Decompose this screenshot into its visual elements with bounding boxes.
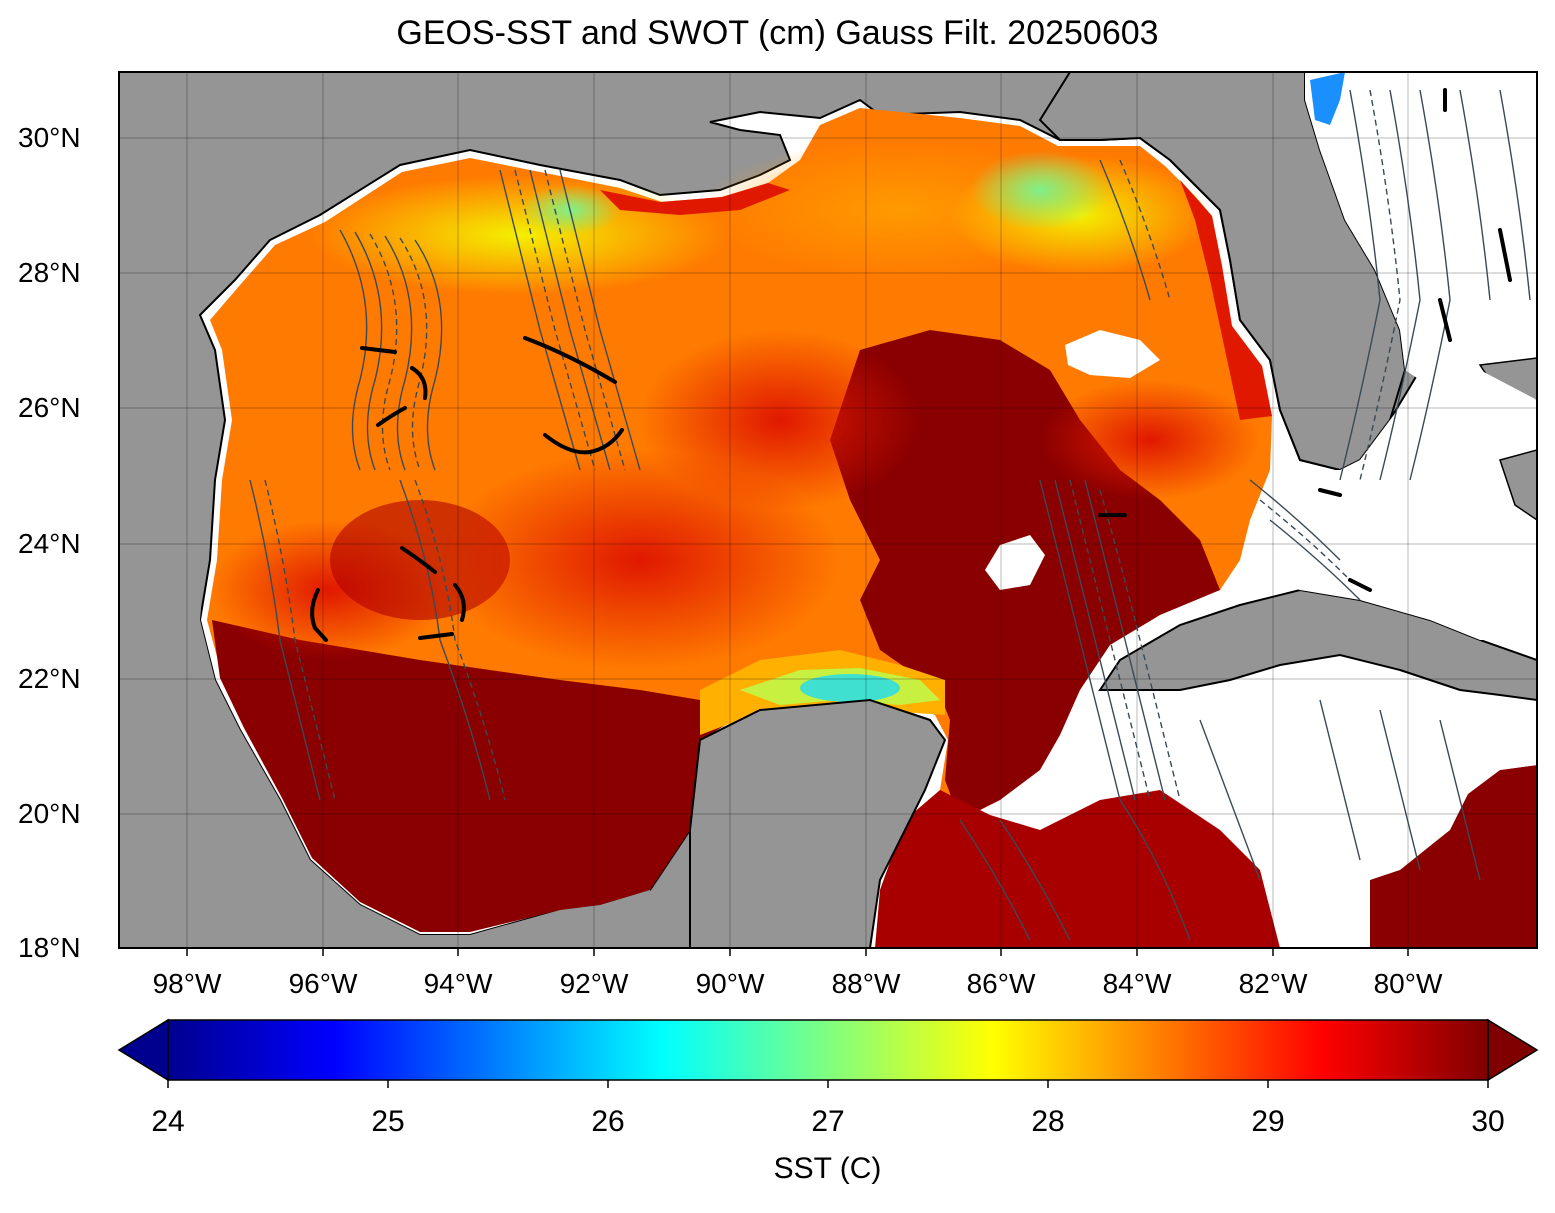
lat-label-26n: 26°N	[18, 392, 81, 423]
caribbean-sst-east	[1370, 765, 1537, 948]
colorbar-tick-label: 30	[1471, 1105, 1505, 1138]
lat-label-18n: 18°N	[18, 932, 81, 963]
caribbean-no-data	[1120, 680, 1537, 948]
campeche-bank-cyan	[800, 674, 900, 702]
colorbar-tick-label: 29	[1251, 1105, 1285, 1138]
coastal-red-north	[600, 183, 790, 215]
lon-label-98w: 98°W	[152, 968, 222, 999]
colorbar-gradient	[168, 1020, 1488, 1080]
colorbar-tick-label: 28	[1031, 1105, 1065, 1138]
lon-label-84w: 84°W	[1102, 968, 1172, 999]
map-title: GEOS-SST and SWOT (cm) Gauss Filt. 20250…	[396, 14, 1159, 52]
colorbar	[117, 1018, 1539, 1088]
cloud-gap-ne	[1065, 330, 1160, 378]
coastal-red-florida	[1180, 180, 1272, 420]
lon-label-82w: 82°W	[1238, 968, 1308, 999]
swot-bold-contours	[310, 88, 1512, 642]
lon-label-86w: 86°W	[966, 968, 1036, 999]
colorbar-label: SST (C)	[773, 1152, 882, 1185]
lon-ticks	[186, 948, 1409, 956]
map-frame	[118, 71, 1538, 949]
mexico-land-south	[119, 560, 690, 948]
colorbar-tick-label: 26	[591, 1105, 625, 1138]
red-zone-east	[1040, 380, 1260, 500]
colorbar-extend-low	[117, 1018, 169, 1082]
lon-label-92w: 92°W	[559, 968, 629, 999]
bahamas-islands	[1499, 449, 1537, 521]
bahamas-no-data	[1250, 370, 1537, 640]
atlantic-cool-patch	[1310, 72, 1345, 125]
lon-label-80w: 80°W	[1373, 968, 1443, 999]
atlantic-no-data	[1305, 72, 1537, 380]
lon-label-88w: 88°W	[831, 968, 901, 999]
lon-label-94w: 94°W	[423, 968, 493, 999]
lat-label-30n: 30°N	[18, 122, 81, 153]
red-zone-north	[640, 330, 920, 510]
cool-shelf-east	[970, 150, 1110, 230]
warm-core-south	[212, 620, 760, 932]
colorbar-tick-label: 27	[811, 1105, 845, 1138]
lat-label-28n: 28°N	[18, 257, 81, 288]
lat-label-22n: 22°N	[18, 663, 81, 694]
lon-label-96w: 96°W	[288, 968, 358, 999]
swot-contours	[249, 89, 1531, 941]
lon-label-90w: 90°W	[695, 968, 765, 999]
caribbean-sst	[875, 790, 1280, 948]
graticule	[119, 72, 1537, 948]
yellow-shelf-west	[310, 175, 730, 295]
cloud-gap-center	[985, 535, 1045, 590]
lat-label-20n: 20°N	[18, 798, 81, 829]
yucatan-land	[689, 698, 947, 948]
cloud-gap-yucatan-channel	[1030, 730, 1140, 820]
colorbar-tick-label: 25	[371, 1105, 405, 1138]
colorbar-tick-label: 24	[151, 1105, 185, 1138]
cuba-land	[1098, 588, 1537, 702]
colorbar-extend-high	[1487, 1018, 1539, 1082]
lat-label-24n: 24°N	[18, 528, 81, 559]
